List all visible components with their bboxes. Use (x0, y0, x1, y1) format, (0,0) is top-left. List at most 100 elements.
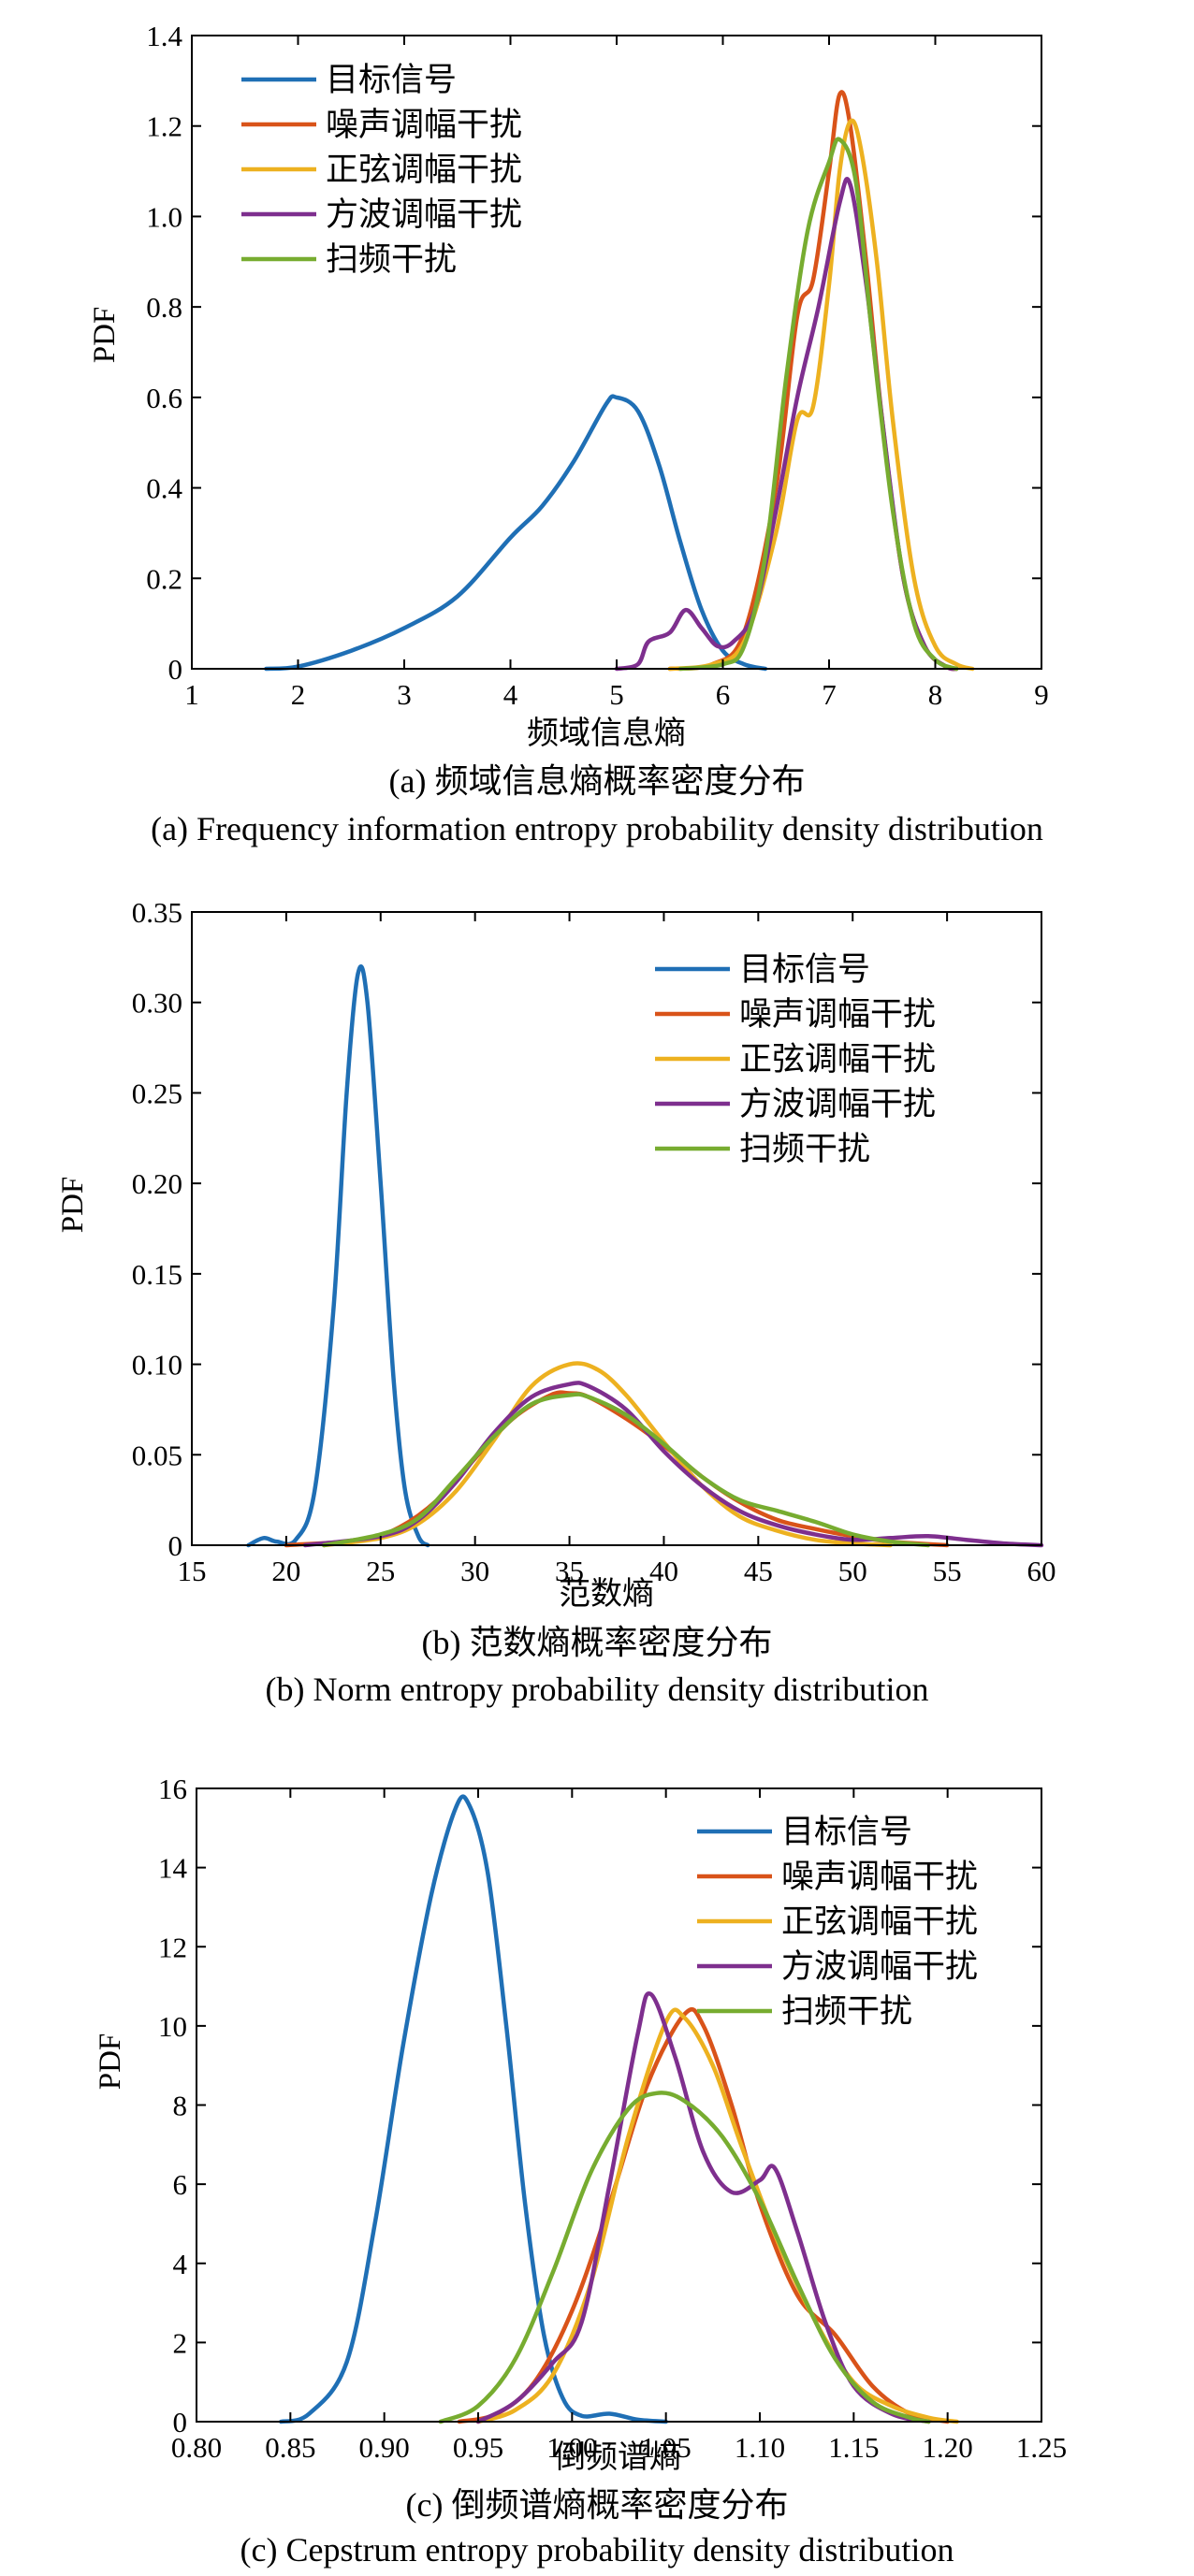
series-line-b-2 (284, 1390, 950, 1548)
x-tick-label-a: 6 (716, 678, 731, 711)
legend-label-a-1: 目标信号 (326, 62, 457, 99)
y-tick-label-b: 0.05 (132, 1439, 182, 1471)
x-tick-label-c: 0.85 (265, 2431, 315, 2464)
series-line-a-3 (667, 118, 975, 672)
chart-a: 1 2 3 4 5 6 7 8 9 0 0.2 0.4 0.6 0.8 1.0 1.2 1.4 目标信号噪声调幅干… (88, 20, 1049, 847)
x-tick-label-b: 40 (649, 1555, 678, 1587)
series-line-c-4 (475, 1990, 931, 2424)
y-tick-label-b: 0.15 (132, 1258, 182, 1291)
y-axis-label-c: PDF (94, 2033, 127, 2091)
x-tick-label-b: 45 (744, 1555, 773, 1587)
x-tick-label-a: 4 (503, 678, 518, 711)
legend-label-c-4: 方波调幅干扰 (781, 1948, 978, 1986)
y-axis-label-a: PDF (88, 307, 122, 364)
series-line-c-5 (438, 2091, 931, 2424)
y-tick-label-a: 0 (168, 653, 183, 686)
legend-label-a-3: 正弦调幅干扰 (326, 152, 522, 189)
x-axis-label-c: 倒频谱熵 (554, 2439, 681, 2476)
x-tick-label-c: 1.25 (1016, 2431, 1067, 2464)
legend-label-c-5: 扫频干扰 (781, 1993, 912, 2031)
plot-area-b: 15 20 25 30 35 40 45 50 55 60 0 0.05 0.10 0.15 0.20 0.2… (132, 896, 1056, 1587)
legend-label-b-1: 目标信号 (739, 951, 870, 989)
x-tick-label-c: 1.00 (546, 2431, 597, 2464)
y-tick-label-c: 0 (173, 2406, 188, 2439)
plot-area-c: 0.80 0.85 0.90 0.95 1.00 1.05 1.10 1.15 1.20 1.25… (158, 1773, 1067, 2464)
y-tick-label-b: 0.25 (132, 1077, 182, 1109)
x-tick-label-c: 1.10 (735, 2431, 785, 2464)
x-axis-label-a: 频域信息熵 (527, 715, 686, 752)
x-tick-label-a: 8 (928, 678, 943, 711)
x-tick-label-a: 1 (184, 678, 199, 711)
legend-label-b-5: 扫频干扰 (739, 1131, 870, 1168)
x-tick-label-a: 3 (397, 678, 412, 711)
y-tick-label-c: 12 (158, 1931, 187, 1963)
axes-frame-b (191, 911, 1042, 1546)
y-tick-label-c: 2 (173, 2326, 188, 2359)
x-tick-label-c: 1.15 (828, 2431, 879, 2464)
caption-cn-c: (c) 倒频谱熵概率密度分布 (406, 2486, 789, 2524)
series-line-c-2 (457, 2007, 950, 2424)
x-tick-label-b: 20 (271, 1555, 300, 1587)
x-tick-label-a: 7 (822, 678, 837, 711)
x-tick-label-b: 50 (838, 1555, 867, 1587)
x-tick-label-b: 55 (933, 1555, 962, 1587)
legend-label-c-3: 正弦调幅干扰 (781, 1903, 978, 1941)
x-tick-label-c: 1.20 (923, 2431, 973, 2464)
series-line-b-1 (246, 964, 430, 1548)
x-tick-label-c: 0.80 (171, 2431, 222, 2464)
chart-c: 0.80 0.85 0.90 0.95 1.00 1.05 1.10 1.15 1.20 1.25… (94, 1773, 1067, 2569)
y-tick-label-a: 0.8 (146, 291, 182, 324)
y-tick-label-b: 0.20 (132, 1167, 182, 1200)
y-tick-label-c: 10 (158, 2010, 187, 2043)
x-axis-label-b: 范数熵 (559, 1575, 654, 1613)
caption-en-a: (a) Frequency information entropy probab… (151, 810, 1043, 847)
series-line-c-1 (279, 1794, 668, 2424)
series-line-b-5 (321, 1392, 931, 1548)
x-tick-label-c: 0.95 (453, 2431, 503, 2464)
y-tick-label-c: 4 (173, 2248, 188, 2280)
y-tick-label-a: 0.6 (146, 382, 182, 414)
x-tick-label-c: 1.05 (641, 2431, 692, 2464)
x-tick-label-a: 2 (291, 678, 306, 711)
y-tick-label-b: 0.35 (132, 896, 182, 929)
y-tick-label-c: 14 (158, 1852, 188, 1885)
x-tick-label-a: 9 (1034, 678, 1049, 711)
caption-cn-b: (b) 范数熵概率密度分布 (422, 1624, 773, 1661)
x-tick-label-b: 30 (460, 1555, 489, 1587)
legend-label-c-2: 噪声调幅干扰 (781, 1859, 978, 1896)
series-line-b-3 (321, 1361, 893, 1548)
y-tick-label-c: 6 (173, 2168, 188, 2201)
y-tick-label-a: 1.4 (146, 20, 182, 52)
y-axis-label-b: PDF (56, 1177, 90, 1234)
chart-b: 15 20 25 30 35 40 45 50 55 60 0 0.05 0.10 0.15 0.20 0.2… (56, 896, 1056, 1708)
y-tick-label-b: 0.30 (132, 987, 182, 1020)
y-tick-label-a: 1.0 (146, 200, 182, 233)
y-tick-label-c: 16 (158, 1773, 187, 1805)
series-line-c-3 (475, 2007, 959, 2424)
y-tick-label-a: 0.2 (146, 562, 182, 595)
y-tick-label-c: 8 (173, 2090, 188, 2122)
legend-label-b-2: 噪声调幅干扰 (739, 996, 936, 1034)
plot-area-a: 1 2 3 4 5 6 7 8 9 0 0.2 0.4 0.6 0.8 1.0 1.2 1.4 目标信号噪声调幅干… (146, 20, 1049, 711)
x-tick-label-b: 35 (555, 1555, 584, 1587)
caption-cn-a: (a) 频域信息熵概率密度分布 (389, 762, 806, 800)
x-tick-label-c: 0.90 (359, 2431, 410, 2464)
legend-label-a-4: 方波调幅干扰 (326, 196, 522, 234)
y-tick-label-a: 1.2 (146, 110, 182, 143)
caption-en-c: (c) Cepstrum entropy probability density… (240, 2531, 954, 2569)
x-tick-label-b: 60 (1027, 1555, 1056, 1587)
legend-label-c-1: 目标信号 (781, 1814, 912, 1851)
series-line-b-4 (302, 1381, 1044, 1548)
legend-label-b-3: 正弦调幅干扰 (739, 1041, 936, 1078)
x-tick-label-b: 25 (366, 1555, 395, 1587)
legend-label-a-2: 噪声调幅干扰 (326, 107, 522, 144)
series-line-a-5 (677, 137, 959, 672)
y-tick-label-b: 0.10 (132, 1349, 182, 1382)
y-tick-label-b: 0 (168, 1529, 183, 1562)
legend-label-a-5: 扫频干扰 (326, 241, 457, 279)
y-tick-label-a: 0.4 (146, 472, 182, 505)
legend-label-b-4: 方波调幅干扰 (739, 1086, 936, 1123)
x-tick-label-a: 5 (609, 678, 624, 711)
x-tick-label-b: 15 (178, 1555, 207, 1587)
